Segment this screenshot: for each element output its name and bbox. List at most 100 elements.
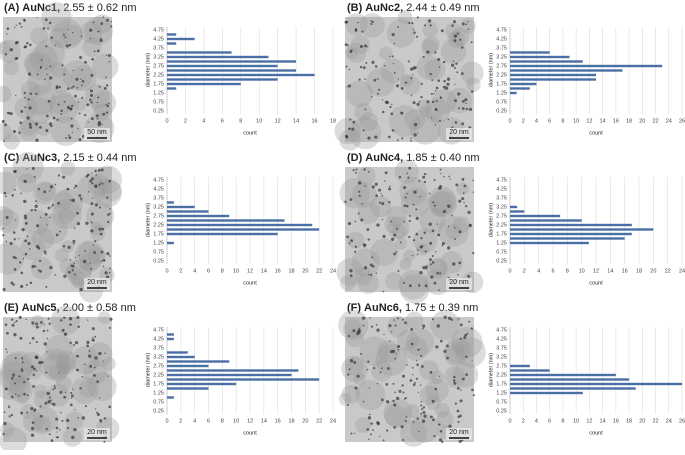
particle <box>411 254 414 257</box>
particle <box>69 107 73 111</box>
particle <box>412 421 415 424</box>
particle <box>47 317 50 320</box>
particle <box>392 63 394 65</box>
x-tick-label: 18 <box>288 268 294 274</box>
particle <box>376 78 379 80</box>
particle <box>48 122 53 126</box>
particle <box>367 416 372 420</box>
particle <box>96 380 99 383</box>
particle <box>349 118 352 121</box>
particle <box>370 325 374 328</box>
cluster <box>32 228 55 251</box>
particle <box>348 368 351 371</box>
y-axis-label: diameter (nm) <box>145 203 151 237</box>
particle <box>467 210 471 214</box>
particle <box>356 331 360 336</box>
particle <box>31 166 35 170</box>
bar <box>510 87 530 90</box>
particle <box>84 113 87 117</box>
particle <box>46 391 50 395</box>
x-tick-label: 0 <box>165 118 168 124</box>
y-tick-label: 2.25 <box>496 72 507 78</box>
cluster <box>338 309 369 341</box>
cluster <box>380 58 406 84</box>
particle <box>38 259 42 263</box>
particle <box>73 428 77 432</box>
x-tick-label: 20 <box>302 418 308 424</box>
particle <box>399 241 402 244</box>
particle <box>379 371 382 374</box>
cluster <box>51 305 81 335</box>
particle <box>350 432 353 435</box>
x-tick-label: 0 <box>165 418 168 424</box>
particle <box>94 184 98 188</box>
particle <box>5 240 8 243</box>
particle <box>54 274 57 276</box>
particle <box>63 73 66 76</box>
particle <box>458 230 462 234</box>
panel-label: (A) <box>4 2 20 14</box>
scale-bar-label: 20 nm <box>87 429 107 436</box>
particle <box>447 118 450 121</box>
x-tick-label: 22 <box>652 418 658 424</box>
particle <box>46 224 48 226</box>
cluster <box>56 350 77 371</box>
cluster <box>69 270 87 288</box>
particle <box>468 320 471 323</box>
bar <box>510 373 616 377</box>
particle <box>78 254 80 257</box>
particle <box>110 20 113 23</box>
particle <box>13 321 16 324</box>
cluster <box>349 117 382 150</box>
particle <box>453 39 457 43</box>
particle <box>69 199 72 201</box>
particle <box>458 439 462 443</box>
cluster <box>404 109 426 130</box>
particle <box>73 187 76 190</box>
particle <box>365 61 368 64</box>
particle <box>67 87 70 91</box>
particle <box>391 349 395 353</box>
bar <box>510 60 583 63</box>
panel-label: (E) <box>4 302 19 314</box>
particle <box>3 140 6 142</box>
particle <box>46 329 49 332</box>
particle <box>56 436 59 439</box>
particle <box>352 329 356 333</box>
particle <box>430 275 434 279</box>
tem-image <box>3 167 112 292</box>
particle <box>97 120 102 125</box>
bar <box>510 387 636 390</box>
particle <box>80 197 83 200</box>
particle <box>465 355 468 358</box>
cluster <box>78 262 93 277</box>
particle <box>71 264 75 268</box>
particle <box>77 325 80 329</box>
particle <box>461 99 465 103</box>
particle <box>11 323 15 327</box>
y-tick-label: 1.25 <box>496 240 507 246</box>
particle <box>395 251 398 253</box>
particle <box>101 123 103 126</box>
particle <box>370 422 373 425</box>
particle <box>472 191 475 193</box>
particle <box>393 42 396 45</box>
x-tick-label: 4 <box>193 268 196 274</box>
particle <box>23 380 26 384</box>
particle <box>5 348 8 351</box>
y-tick-label: 0.75 <box>153 249 164 255</box>
particle <box>453 227 456 229</box>
particle <box>347 84 351 88</box>
x-tick-label: 8 <box>566 268 569 274</box>
particle <box>455 62 458 65</box>
bar <box>167 360 230 363</box>
particle <box>59 319 63 322</box>
y-tick-label: 2.25 <box>496 372 507 378</box>
cluster <box>17 119 40 141</box>
x-tick-label: 6 <box>551 268 554 274</box>
particle <box>31 421 35 424</box>
particle <box>92 336 94 339</box>
particle <box>460 389 462 391</box>
particle <box>29 92 32 95</box>
particle <box>366 368 369 371</box>
